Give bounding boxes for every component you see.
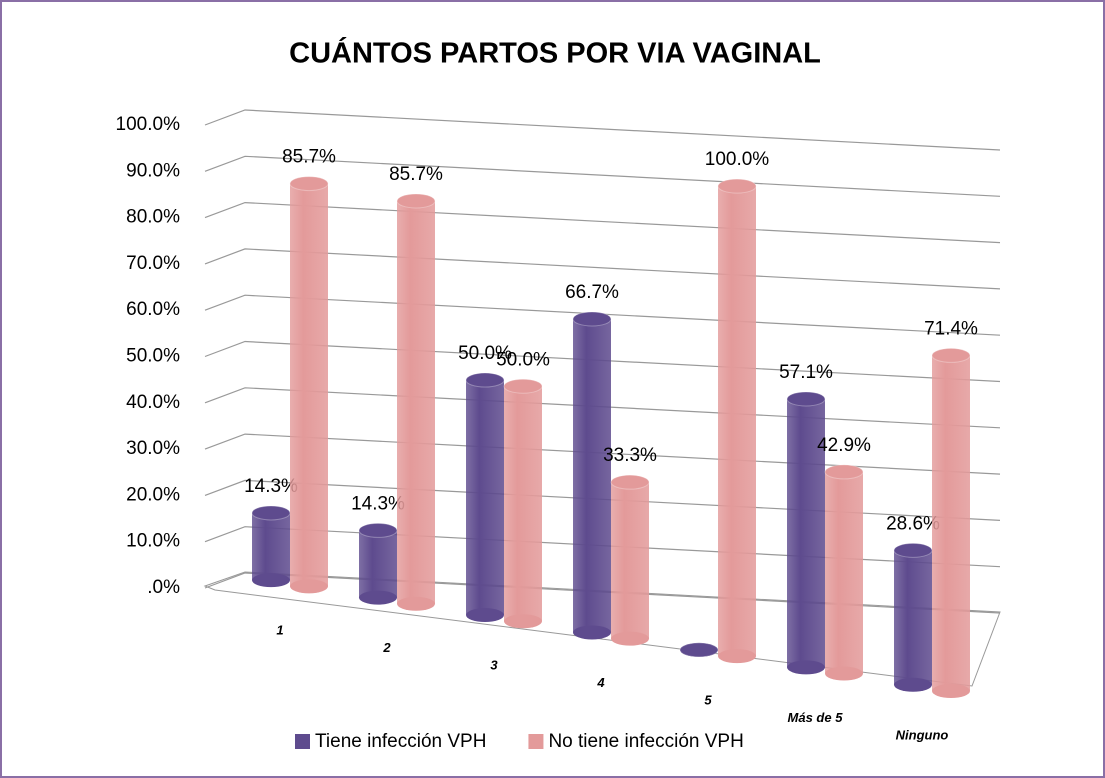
legend-swatch xyxy=(295,734,310,749)
bar xyxy=(397,201,435,604)
bar-top xyxy=(610,474,650,490)
bar xyxy=(466,380,504,616)
bar-top xyxy=(717,178,757,194)
bar-top xyxy=(396,193,436,209)
x-tick-label: Ninguno xyxy=(896,727,949,742)
x-tick-label: 5 xyxy=(704,692,712,707)
x-tick-label: 4 xyxy=(596,675,605,690)
y-tick-label: .0% xyxy=(147,577,180,598)
value-label: 100.0% xyxy=(705,149,770,170)
bar-top xyxy=(289,176,329,192)
bar xyxy=(611,482,649,639)
value-label: 57.1% xyxy=(779,362,833,383)
y-tick-label: 30.0% xyxy=(126,438,180,459)
bar xyxy=(894,550,932,685)
bar-top xyxy=(503,378,543,394)
value-label: 28.6% xyxy=(886,513,940,534)
value-label: 33.3% xyxy=(603,445,657,466)
x-tick-label: Más de 5 xyxy=(788,710,844,725)
bar-top xyxy=(893,542,933,558)
legend-label: No tiene infección VPH xyxy=(548,731,743,752)
bar-top xyxy=(679,642,719,658)
bar xyxy=(504,386,542,622)
bar-top xyxy=(786,391,826,407)
value-label: 85.7% xyxy=(282,147,336,168)
bar-top xyxy=(931,347,971,363)
value-label: 14.3% xyxy=(244,476,298,497)
y-tick-label: 100.0% xyxy=(116,114,181,135)
bar xyxy=(825,471,863,674)
bar xyxy=(718,186,756,657)
y-tick-label: 90.0% xyxy=(126,160,180,181)
y-tick-label: 50.0% xyxy=(126,346,180,367)
value-label: 50.0% xyxy=(496,349,550,370)
value-label: 66.7% xyxy=(565,282,619,303)
y-tick-label: 60.0% xyxy=(126,299,180,320)
y-tick-label: 40.0% xyxy=(126,392,180,413)
y-tick-label: 20.0% xyxy=(126,484,180,505)
value-label: 42.9% xyxy=(817,435,871,456)
legend-label: Tiene infección VPH xyxy=(315,731,486,752)
chart-title: CUÁNTOS PARTOS POR VIA VAGINAL xyxy=(289,36,821,70)
y-tick-label: 70.0% xyxy=(126,253,180,274)
bar xyxy=(252,512,290,581)
x-tick-label: 3 xyxy=(490,658,498,673)
bar-top xyxy=(572,311,612,327)
bar-top xyxy=(824,464,864,480)
bar xyxy=(359,530,397,598)
bar xyxy=(787,398,825,668)
x-tick-label: 2 xyxy=(382,640,391,655)
value-label: 50.0% xyxy=(458,343,512,364)
bar xyxy=(932,355,970,692)
y-tick-label: 80.0% xyxy=(126,207,180,228)
bar xyxy=(290,183,328,587)
value-label: 85.7% xyxy=(389,164,443,185)
bar-top xyxy=(251,505,291,521)
bar-top xyxy=(465,372,505,388)
grid-line xyxy=(204,109,1001,151)
bar xyxy=(573,318,611,633)
bar-top xyxy=(358,522,398,538)
value-label: 14.3% xyxy=(351,493,405,514)
value-label: 71.4% xyxy=(924,318,978,339)
y-tick-label: 10.0% xyxy=(126,531,180,552)
legend-swatch xyxy=(528,734,544,749)
x-tick-label: 1 xyxy=(276,623,283,638)
